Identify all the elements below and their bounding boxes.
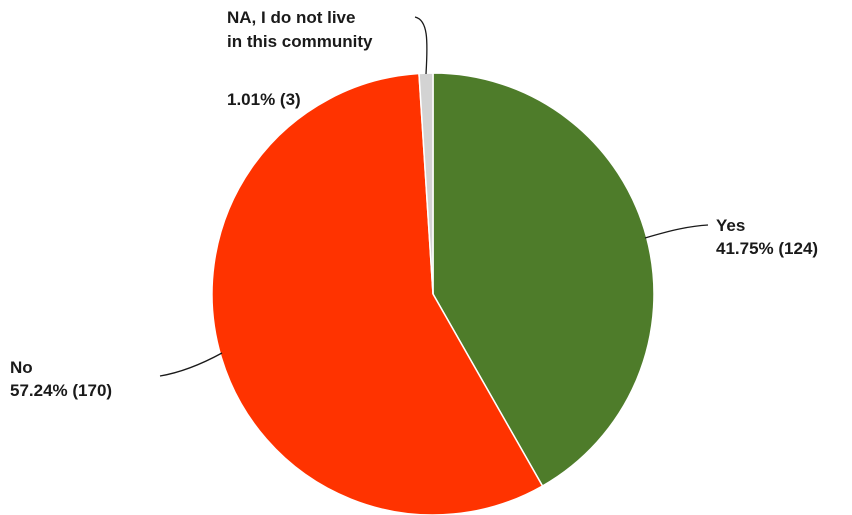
na-slice-value: 1.01% (3) — [227, 90, 301, 109]
no-slice-name: No — [10, 358, 33, 377]
no-leader-line — [159, 352, 223, 377]
yes-slice-value: 41.75% (124) — [716, 239, 818, 258]
pie-slices — [211, 72, 655, 515]
yes-slice-name: Yes — [716, 216, 745, 235]
no-slice-value: 57.24% (170) — [10, 381, 112, 400]
na-leader-line — [414, 16, 428, 75]
yes-leader-line — [644, 224, 709, 239]
na-slice-name-line-2: in this community — [227, 32, 373, 51]
na-slice-name-line-1: NA, I do not live — [227, 8, 355, 27]
